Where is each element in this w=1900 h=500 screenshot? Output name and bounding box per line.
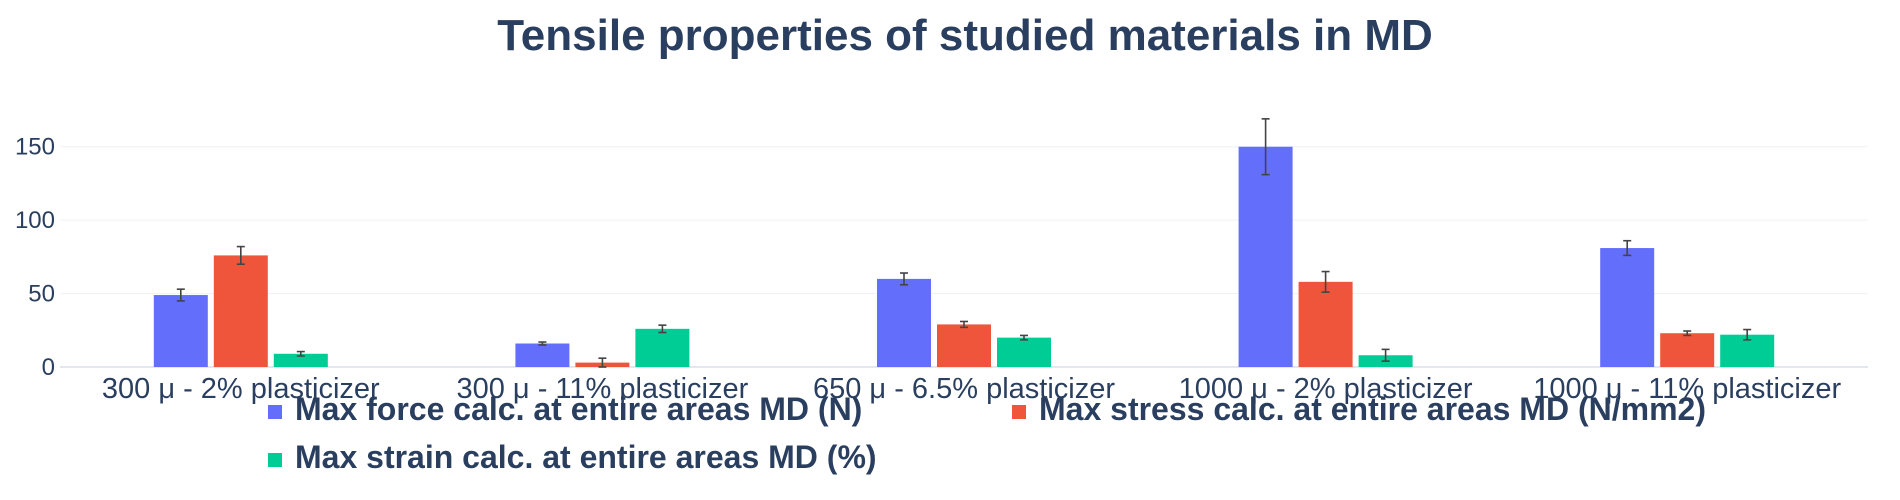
bar	[937, 324, 991, 367]
error-bars	[176, 118, 1752, 368]
chart-title: Tensile properties of studied materials …	[497, 11, 1433, 60]
x-axis-labels: 300 μ - 2% plasticizer 300 μ - 11% plasti…	[102, 373, 1842, 405]
bar	[877, 278, 931, 367]
bar	[1238, 146, 1293, 367]
y-tick-label: 0	[42, 354, 55, 381]
legend: Max force calc. at entire areas MD (N) Ma…	[268, 391, 1706, 475]
y-tick-label: 150	[15, 134, 55, 161]
y-axis-ticks: 0 50 100 150	[15, 134, 55, 381]
bar	[213, 255, 268, 367]
x-tick-label: 300 μ - 2% plasticizer	[102, 373, 380, 405]
legend-swatch	[268, 405, 282, 419]
bar	[515, 343, 570, 367]
legend-label: Max force calc. at entire areas MD (N)	[295, 391, 862, 427]
bar	[1298, 281, 1353, 367]
y-tick-label: 100	[15, 207, 55, 234]
legend-item[interactable]: Max strain calc. at entire areas MD (%)	[268, 439, 877, 475]
legend-label: Max strain calc. at entire areas MD (%)	[295, 439, 877, 475]
bar	[1600, 248, 1655, 367]
bar	[153, 295, 208, 367]
x-tick-label: 650 μ - 6.5% plasticizer	[813, 373, 1115, 405]
bars	[153, 146, 1775, 367]
legend-item[interactable]: Max stress calc. at entire areas MD (N/m…	[1012, 391, 1706, 427]
legend-swatch	[268, 453, 282, 467]
x-tick-label: 1000 μ - 2% plasticizer	[1179, 373, 1473, 405]
bar	[635, 328, 690, 367]
x-tick-label: 1000 μ - 11% plasticizer	[1533, 373, 1841, 405]
bar	[1660, 333, 1715, 367]
bar	[273, 353, 328, 367]
legend-label: Max stress calc. at entire areas MD (N/m…	[1039, 391, 1706, 427]
legend-item[interactable]: Max force calc. at entire areas MD (N)	[268, 391, 862, 427]
bar	[997, 337, 1051, 367]
legend-swatch	[1012, 405, 1026, 419]
y-tick-label: 50	[28, 281, 55, 308]
x-tick-label: 300 μ - 11% plasticizer	[456, 373, 748, 405]
